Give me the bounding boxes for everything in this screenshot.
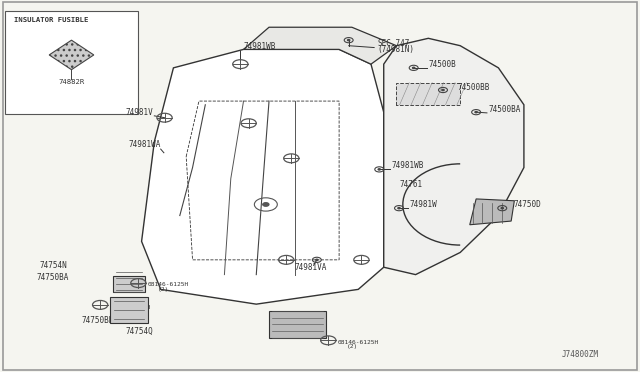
Text: 74754Q: 74754Q	[125, 327, 154, 336]
Text: 74981WB: 74981WB	[244, 42, 276, 51]
Text: 74882R: 74882R	[58, 80, 84, 86]
Text: 74754: 74754	[287, 324, 310, 333]
Circle shape	[397, 208, 400, 209]
Circle shape	[442, 89, 444, 91]
Text: (2): (2)	[119, 310, 131, 314]
Text: (2): (2)	[347, 344, 358, 349]
Polygon shape	[109, 297, 148, 323]
Text: 74981WB: 74981WB	[392, 161, 424, 170]
Text: 74981W: 74981W	[409, 200, 437, 209]
Circle shape	[475, 112, 477, 113]
Circle shape	[378, 169, 381, 170]
Text: 74500BB: 74500BB	[457, 83, 490, 92]
Text: INSULATOR FUSIBLE: INSULATOR FUSIBLE	[14, 17, 88, 23]
Polygon shape	[113, 276, 145, 292]
Circle shape	[262, 203, 269, 206]
Text: 74761: 74761	[399, 180, 423, 189]
Polygon shape	[49, 40, 94, 70]
Circle shape	[501, 208, 504, 209]
Circle shape	[316, 259, 318, 260]
Circle shape	[412, 67, 415, 68]
Text: SEC.747: SEC.747	[378, 39, 410, 48]
Text: 74500BA: 74500BA	[489, 105, 521, 114]
Text: J74800ZM: J74800ZM	[562, 350, 599, 359]
Text: 74981WA: 74981WA	[129, 140, 161, 149]
Polygon shape	[470, 199, 515, 225]
Polygon shape	[141, 49, 384, 304]
Text: 74981VA: 74981VA	[294, 263, 327, 272]
Text: (74981N): (74981N)	[378, 45, 414, 54]
Text: 74500B: 74500B	[428, 60, 456, 69]
Text: (2): (2)	[157, 287, 169, 292]
Circle shape	[348, 39, 350, 41]
Polygon shape	[269, 311, 326, 338]
Text: 74750BB: 74750BB	[81, 316, 113, 326]
Polygon shape	[384, 38, 524, 275]
Text: 08146-6125H: 08146-6125H	[109, 305, 151, 310]
Text: 74754N: 74754N	[40, 261, 67, 270]
Text: 74981V: 74981V	[125, 108, 154, 117]
Text: 74750BA: 74750BA	[36, 273, 69, 282]
Text: 08146-6125H: 08146-6125H	[337, 340, 378, 344]
Polygon shape	[396, 83, 460, 105]
FancyBboxPatch shape	[4, 11, 138, 114]
Polygon shape	[244, 27, 396, 64]
Text: 08146-6125H: 08146-6125H	[148, 282, 189, 288]
Text: 74750D: 74750D	[513, 200, 541, 209]
